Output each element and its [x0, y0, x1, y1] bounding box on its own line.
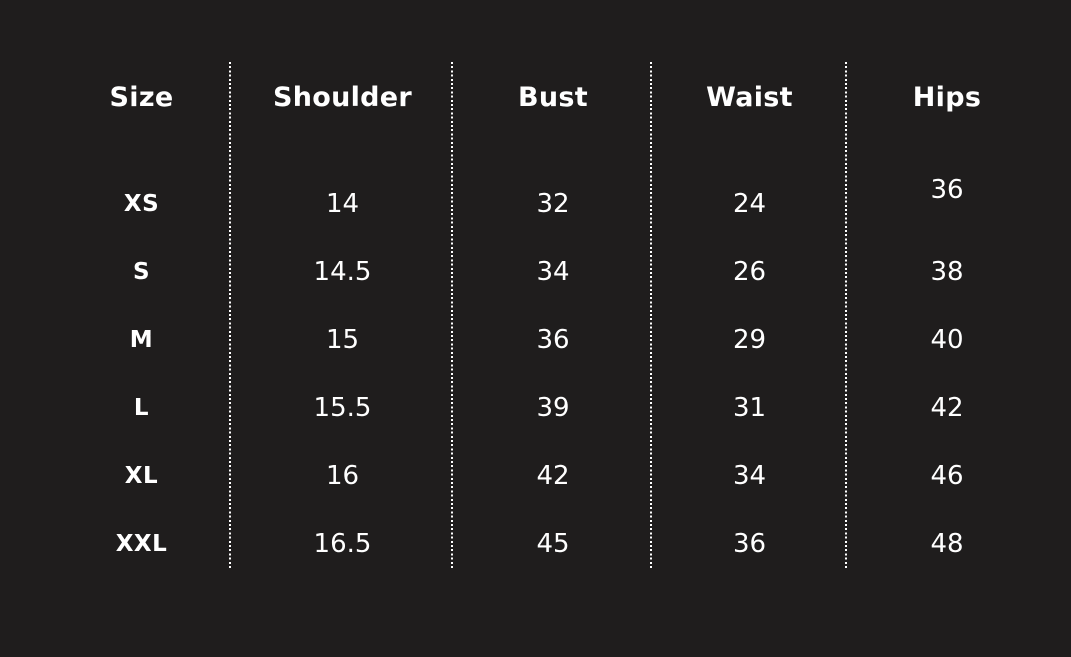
- value-cell: 15: [325, 325, 360, 355]
- value-cell: 46: [930, 461, 964, 491]
- value-cell: 42: [930, 393, 964, 423]
- value-cell: 24: [732, 189, 767, 219]
- row-label-l: L: [133, 395, 150, 421]
- value-cell: 14.5: [313, 257, 372, 287]
- row-label-xxl: XXL: [115, 531, 168, 557]
- column-divider: [451, 62, 453, 570]
- value-cell: 34: [536, 257, 570, 287]
- row-label-m: M: [129, 327, 154, 353]
- value-cell: 31: [732, 393, 767, 423]
- value-cell: 42: [536, 461, 570, 491]
- value-cell: 40: [930, 325, 964, 355]
- row-label-xl: XL: [124, 463, 159, 489]
- value-cell: 14: [325, 189, 360, 219]
- value-cell: 36: [732, 529, 767, 559]
- value-cell: 29: [732, 325, 767, 355]
- value-cell: 34: [732, 461, 767, 491]
- column-header-shoulder: Shoulder: [272, 81, 413, 113]
- value-cell: 15.5: [313, 393, 372, 423]
- value-cell: 39: [536, 393, 570, 423]
- value-cell: 16: [325, 461, 360, 491]
- value-cell: 16.5: [313, 529, 372, 559]
- value-cell: 48: [930, 529, 964, 559]
- value-cell: 36: [930, 175, 964, 205]
- value-cell: 36: [536, 325, 570, 355]
- column-divider: [845, 62, 847, 570]
- row-label-s: S: [132, 259, 151, 285]
- column-header-size: Size: [109, 81, 174, 113]
- row-label-xs: XS: [123, 191, 160, 217]
- value-cell: 26: [732, 257, 767, 287]
- column-header-waist: Waist: [706, 81, 793, 113]
- column-divider: [650, 62, 652, 570]
- value-cell: 45: [536, 529, 570, 559]
- column-header-hips: Hips: [912, 81, 982, 113]
- column-divider: [229, 62, 231, 570]
- value-cell: 38: [930, 257, 964, 287]
- table-grid: Size Shoulder Bust Waist Hips XS 14 32 2…: [0, 55, 1071, 578]
- column-header-bust: Bust: [518, 81, 588, 113]
- value-cell: 32: [536, 189, 570, 219]
